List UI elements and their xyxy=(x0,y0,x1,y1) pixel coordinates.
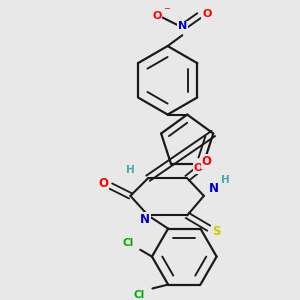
Text: N: N xyxy=(140,213,150,226)
Text: Cl: Cl xyxy=(133,290,144,300)
Text: O: O xyxy=(152,11,161,21)
Text: Cl: Cl xyxy=(123,238,134,248)
Text: H: H xyxy=(221,175,230,185)
Text: −: − xyxy=(163,4,170,13)
Text: O: O xyxy=(98,177,108,190)
Text: N: N xyxy=(178,21,187,32)
Text: O: O xyxy=(202,9,212,19)
Text: N: N xyxy=(209,182,219,194)
Text: O: O xyxy=(194,163,203,173)
Text: H: H xyxy=(126,165,135,176)
Text: O: O xyxy=(202,155,212,168)
Text: S: S xyxy=(212,225,221,238)
